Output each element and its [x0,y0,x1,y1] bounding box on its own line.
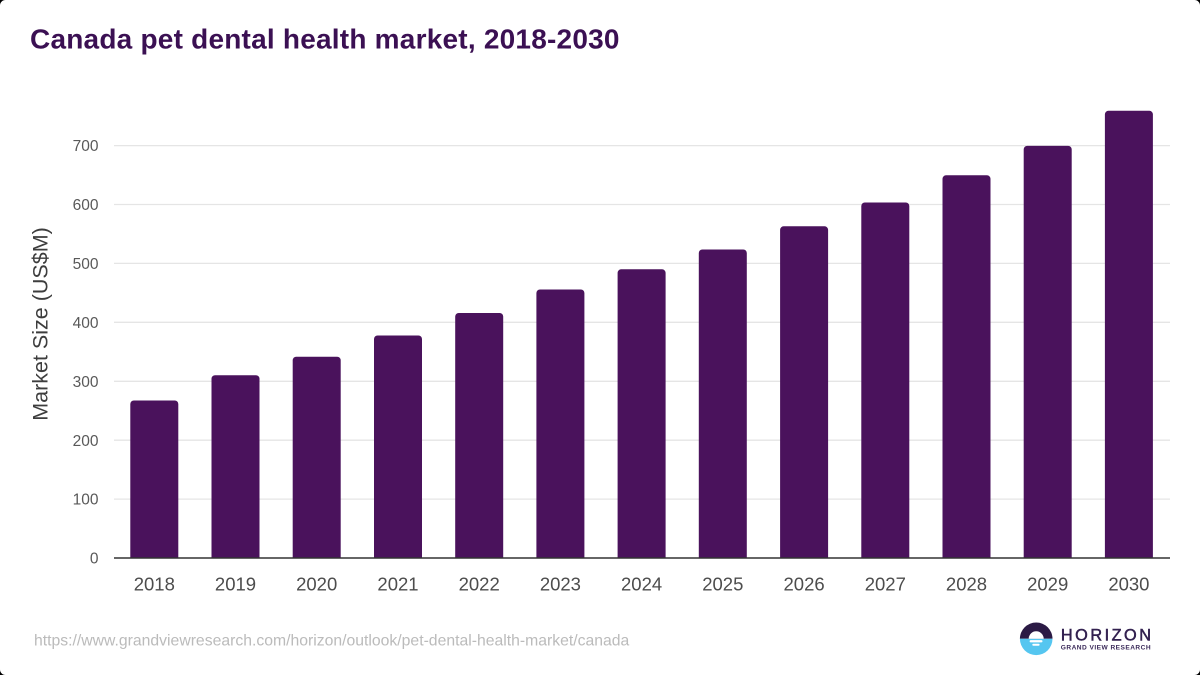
svg-text:2023: 2023 [540,574,581,595]
svg-text:700: 700 [73,138,99,155]
svg-text:2026: 2026 [784,574,825,595]
svg-text:Market Size (US$M): Market Size (US$M) [29,227,53,421]
svg-text:GRAND VIEW RESEARCH: GRAND VIEW RESEARCH [1061,645,1151,652]
svg-text:HORIZON: HORIZON [1061,627,1154,645]
svg-text:600: 600 [73,197,99,214]
svg-text:500: 500 [73,256,99,273]
svg-text:200: 200 [73,433,99,450]
svg-text:Canada pet dental health marke: Canada pet dental health market, 2018-20… [30,23,620,54]
svg-text:2029: 2029 [1027,574,1068,595]
svg-text:2022: 2022 [459,574,500,595]
svg-text:300: 300 [73,374,99,391]
svg-text:https://www.grandviewresearch.: https://www.grandviewresearch.com/horizo… [34,633,630,650]
svg-text:2021: 2021 [377,574,418,595]
svg-text:2024: 2024 [621,574,662,595]
svg-text:400: 400 [73,315,99,332]
svg-text:2028: 2028 [946,574,987,595]
svg-text:0: 0 [90,551,99,568]
svg-text:2018: 2018 [134,574,175,595]
svg-text:2020: 2020 [296,574,337,595]
svg-text:2025: 2025 [702,574,743,595]
svg-text:100: 100 [73,492,99,509]
svg-text:2019: 2019 [215,574,256,595]
svg-text:2027: 2027 [865,574,906,595]
svg-text:2030: 2030 [1108,574,1149,595]
